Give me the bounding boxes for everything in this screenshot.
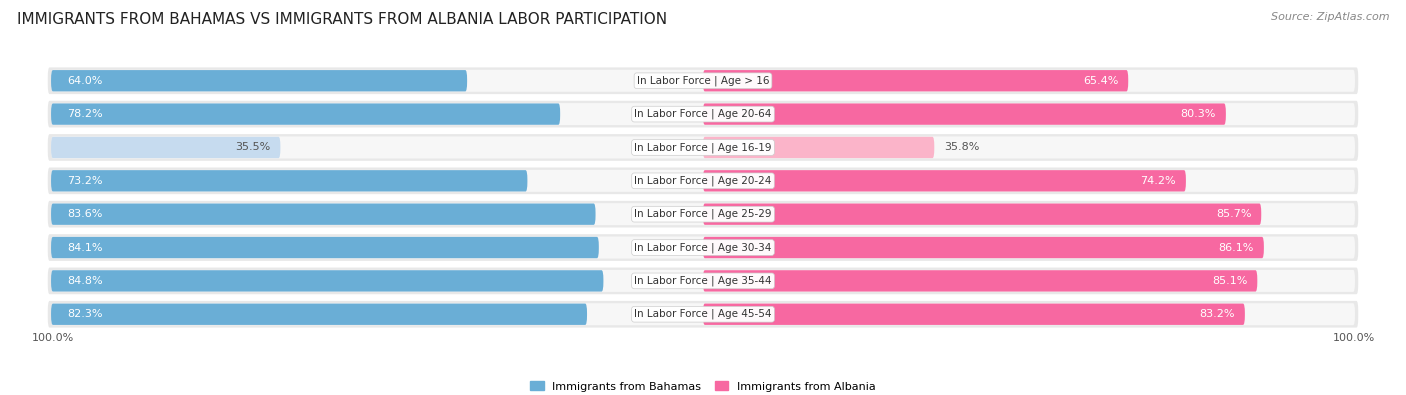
Text: In Labor Force | Age 20-24: In Labor Force | Age 20-24 (634, 175, 772, 186)
Text: 35.8%: 35.8% (943, 143, 980, 152)
Text: 100.0%: 100.0% (31, 333, 73, 342)
FancyBboxPatch shape (48, 301, 1358, 327)
FancyBboxPatch shape (51, 70, 467, 91)
FancyBboxPatch shape (51, 304, 588, 325)
Text: 80.3%: 80.3% (1181, 109, 1216, 119)
FancyBboxPatch shape (703, 70, 1128, 91)
FancyBboxPatch shape (48, 234, 1358, 261)
FancyBboxPatch shape (51, 237, 1355, 259)
Text: 78.2%: 78.2% (67, 109, 103, 119)
FancyBboxPatch shape (51, 237, 599, 258)
Text: 64.0%: 64.0% (67, 76, 103, 86)
Text: 85.7%: 85.7% (1216, 209, 1251, 219)
FancyBboxPatch shape (51, 170, 527, 192)
Text: 74.2%: 74.2% (1140, 176, 1175, 186)
FancyBboxPatch shape (51, 136, 1355, 158)
FancyBboxPatch shape (703, 203, 1261, 225)
Text: 85.1%: 85.1% (1212, 276, 1247, 286)
Text: In Labor Force | Age > 16: In Labor Force | Age > 16 (637, 75, 769, 86)
Text: 73.2%: 73.2% (67, 176, 103, 186)
FancyBboxPatch shape (51, 103, 560, 125)
Text: Source: ZipAtlas.com: Source: ZipAtlas.com (1271, 12, 1389, 22)
Text: 100.0%: 100.0% (1333, 333, 1375, 342)
FancyBboxPatch shape (51, 203, 1355, 225)
FancyBboxPatch shape (48, 267, 1358, 294)
Text: 65.4%: 65.4% (1083, 76, 1118, 86)
Text: 84.1%: 84.1% (67, 243, 103, 252)
Text: In Labor Force | Age 25-29: In Labor Force | Age 25-29 (634, 209, 772, 220)
FancyBboxPatch shape (48, 134, 1358, 161)
FancyBboxPatch shape (703, 170, 1185, 192)
FancyBboxPatch shape (703, 137, 935, 158)
FancyBboxPatch shape (51, 270, 1355, 292)
Text: 35.5%: 35.5% (235, 143, 270, 152)
Text: 82.3%: 82.3% (67, 309, 103, 319)
Legend: Immigrants from Bahamas, Immigrants from Albania: Immigrants from Bahamas, Immigrants from… (526, 377, 880, 395)
FancyBboxPatch shape (51, 137, 280, 158)
Text: 83.2%: 83.2% (1199, 309, 1234, 319)
Text: 86.1%: 86.1% (1219, 243, 1254, 252)
FancyBboxPatch shape (51, 303, 1355, 325)
FancyBboxPatch shape (51, 170, 1355, 192)
FancyBboxPatch shape (703, 103, 1226, 125)
FancyBboxPatch shape (48, 68, 1358, 94)
Text: In Labor Force | Age 30-34: In Labor Force | Age 30-34 (634, 242, 772, 253)
FancyBboxPatch shape (48, 167, 1358, 194)
FancyBboxPatch shape (51, 103, 1355, 125)
Text: IMMIGRANTS FROM BAHAMAS VS IMMIGRANTS FROM ALBANIA LABOR PARTICIPATION: IMMIGRANTS FROM BAHAMAS VS IMMIGRANTS FR… (17, 12, 666, 27)
FancyBboxPatch shape (703, 304, 1244, 325)
Text: 83.6%: 83.6% (67, 209, 103, 219)
Text: 84.8%: 84.8% (67, 276, 103, 286)
FancyBboxPatch shape (703, 270, 1257, 292)
Text: In Labor Force | Age 16-19: In Labor Force | Age 16-19 (634, 142, 772, 153)
Text: In Labor Force | Age 35-44: In Labor Force | Age 35-44 (634, 276, 772, 286)
FancyBboxPatch shape (703, 237, 1264, 258)
FancyBboxPatch shape (51, 70, 1355, 92)
FancyBboxPatch shape (48, 101, 1358, 128)
FancyBboxPatch shape (48, 201, 1358, 228)
Text: In Labor Force | Age 45-54: In Labor Force | Age 45-54 (634, 309, 772, 320)
Text: In Labor Force | Age 20-64: In Labor Force | Age 20-64 (634, 109, 772, 119)
FancyBboxPatch shape (51, 270, 603, 292)
FancyBboxPatch shape (51, 203, 596, 225)
